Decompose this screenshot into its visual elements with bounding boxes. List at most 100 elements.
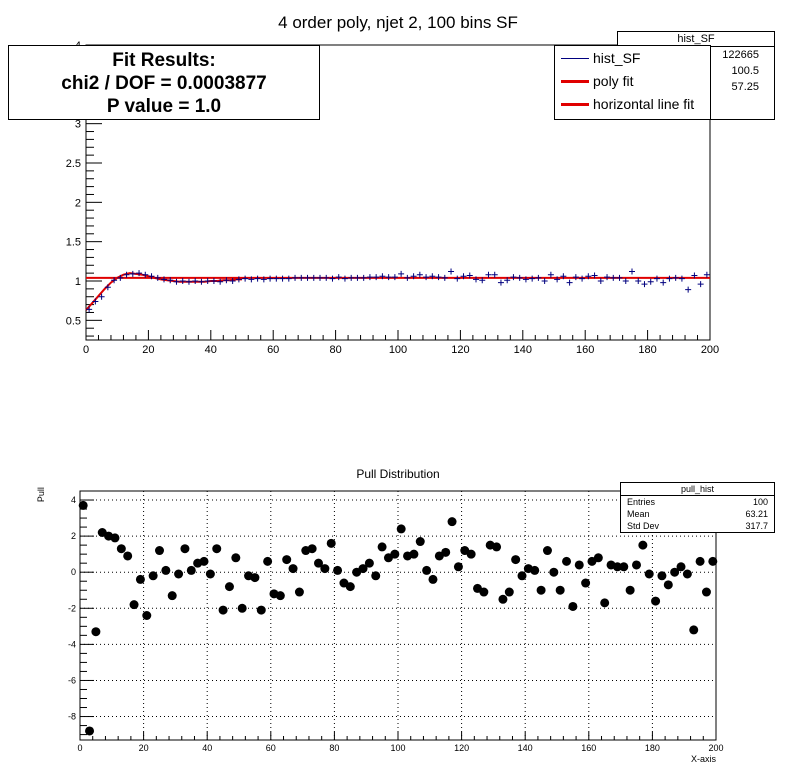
hist-sf-point (660, 279, 667, 286)
pull-point (657, 571, 667, 581)
hist-sf-point (304, 274, 311, 281)
hist-sf-point (697, 281, 704, 288)
hist-sf-point (273, 275, 280, 282)
hist-sf-mean-value: 100.5 (731, 65, 759, 77)
hist-sf-point (560, 273, 567, 280)
pull-point (345, 582, 355, 592)
hist-sf-point (410, 273, 417, 280)
hist-sf-point (129, 270, 136, 277)
pull-point (85, 726, 95, 736)
top-y-tick-label: 1.5 (66, 237, 81, 249)
pull-y-tick-label: -8 (68, 712, 76, 722)
hist-sf-point (329, 275, 336, 282)
hist-sf-point (672, 274, 679, 281)
pull-point (612, 562, 622, 572)
pull-x-tick-label: 0 (77, 743, 82, 753)
hist-sf-point (373, 274, 380, 281)
hist-sf-point (572, 274, 579, 281)
pull-x-axis-label: X-axis (691, 754, 717, 764)
pull-point (562, 556, 572, 566)
hist-sf-point (217, 278, 224, 285)
hist-sf-point (529, 275, 536, 282)
pull-point (504, 587, 514, 597)
hist-sf-point (223, 277, 230, 284)
hist-sf-point (154, 274, 161, 281)
hist-sf-point (597, 278, 604, 284)
hist-sf-point (354, 274, 361, 281)
hist-sf-point (198, 278, 205, 285)
hist-sf-point (622, 278, 629, 284)
pull-point (530, 565, 540, 575)
hist-sf-point (385, 274, 392, 281)
fit-chi2-dof: chi2 / DOF = 0.0003877 (61, 73, 267, 94)
legend-swatch-line-fit (561, 103, 589, 106)
pull-point (409, 549, 419, 559)
pull-point (549, 567, 559, 577)
hist-sf-point (479, 277, 486, 284)
hist-sf-point (404, 274, 411, 281)
pull-x-tick-label: 160 (581, 743, 596, 753)
pull-point (91, 627, 101, 637)
pull-point (371, 571, 381, 581)
hist-sf-point (104, 284, 111, 291)
pull-point (625, 585, 635, 595)
pull-point (307, 544, 317, 554)
hist-sf-point (566, 279, 573, 286)
hist-sf-point (254, 275, 261, 282)
pull-stats-key: Entries (627, 497, 656, 507)
pull-point (320, 564, 330, 574)
pull-point (447, 517, 457, 527)
hist-sf-point (267, 275, 274, 282)
pull-point (676, 562, 686, 572)
pull-y-tick-label: 2 (71, 531, 76, 541)
pull-stats-key: Std Dev (627, 521, 660, 531)
top-x-tick-label: 100 (389, 344, 407, 356)
pull-point (155, 546, 164, 556)
pull-point (428, 574, 438, 584)
pull-point (708, 556, 718, 566)
hist-sf-point (616, 274, 623, 281)
pull-point (161, 565, 171, 575)
pull-x-tick-label: 180 (645, 743, 660, 753)
top-y-tick-label: 1 (75, 276, 81, 288)
pull-x-tick-label: 20 (139, 743, 149, 753)
hist-sf-point (416, 271, 423, 278)
hist-sf-point (317, 274, 323, 281)
hist-sf-point (348, 274, 355, 281)
pull-point (574, 560, 584, 570)
top-x-tick-label: 200 (701, 344, 719, 356)
hist-sf-point (111, 277, 118, 284)
hist-sf-point (210, 278, 217, 284)
hist-sf-point (454, 275, 461, 282)
pull-x-tick-label: 140 (518, 743, 533, 753)
top-y-tick-label: 2.5 (66, 158, 81, 170)
hist-sf-point (242, 275, 249, 282)
hist-sf-point (473, 276, 479, 283)
top-chart-title: 4 order poly, njet 2, 100 bins SF (278, 13, 518, 32)
hist-sf-point (604, 274, 611, 281)
hist-sf-point (398, 270, 405, 277)
pull-point (377, 542, 387, 552)
pull-point (422, 565, 432, 575)
hist-sf-point (161, 276, 167, 283)
hist-sf-point (554, 276, 561, 283)
pull-point (593, 553, 603, 563)
pull-point (479, 587, 489, 597)
hist-sf-point (285, 275, 292, 282)
hist-sf-point (310, 274, 317, 281)
fit-p-value: P value = 1.0 (106, 96, 222, 117)
hist-sf-point (335, 274, 342, 281)
legend-box: hist_SF poly fit horizontal line fit (554, 45, 711, 120)
pull-point (441, 547, 451, 557)
hist-sf-point (579, 275, 586, 282)
hist-sf-point (360, 274, 367, 281)
hist-sf-point (260, 276, 267, 283)
hist-sf-entries-value: 122665 (722, 49, 759, 61)
hist-sf-point (591, 272, 598, 279)
pull-point (199, 556, 209, 566)
hist-sf-point (92, 298, 99, 305)
hist-sf-point (123, 271, 130, 278)
hist-sf-point (435, 274, 442, 281)
pull-point (116, 544, 126, 554)
